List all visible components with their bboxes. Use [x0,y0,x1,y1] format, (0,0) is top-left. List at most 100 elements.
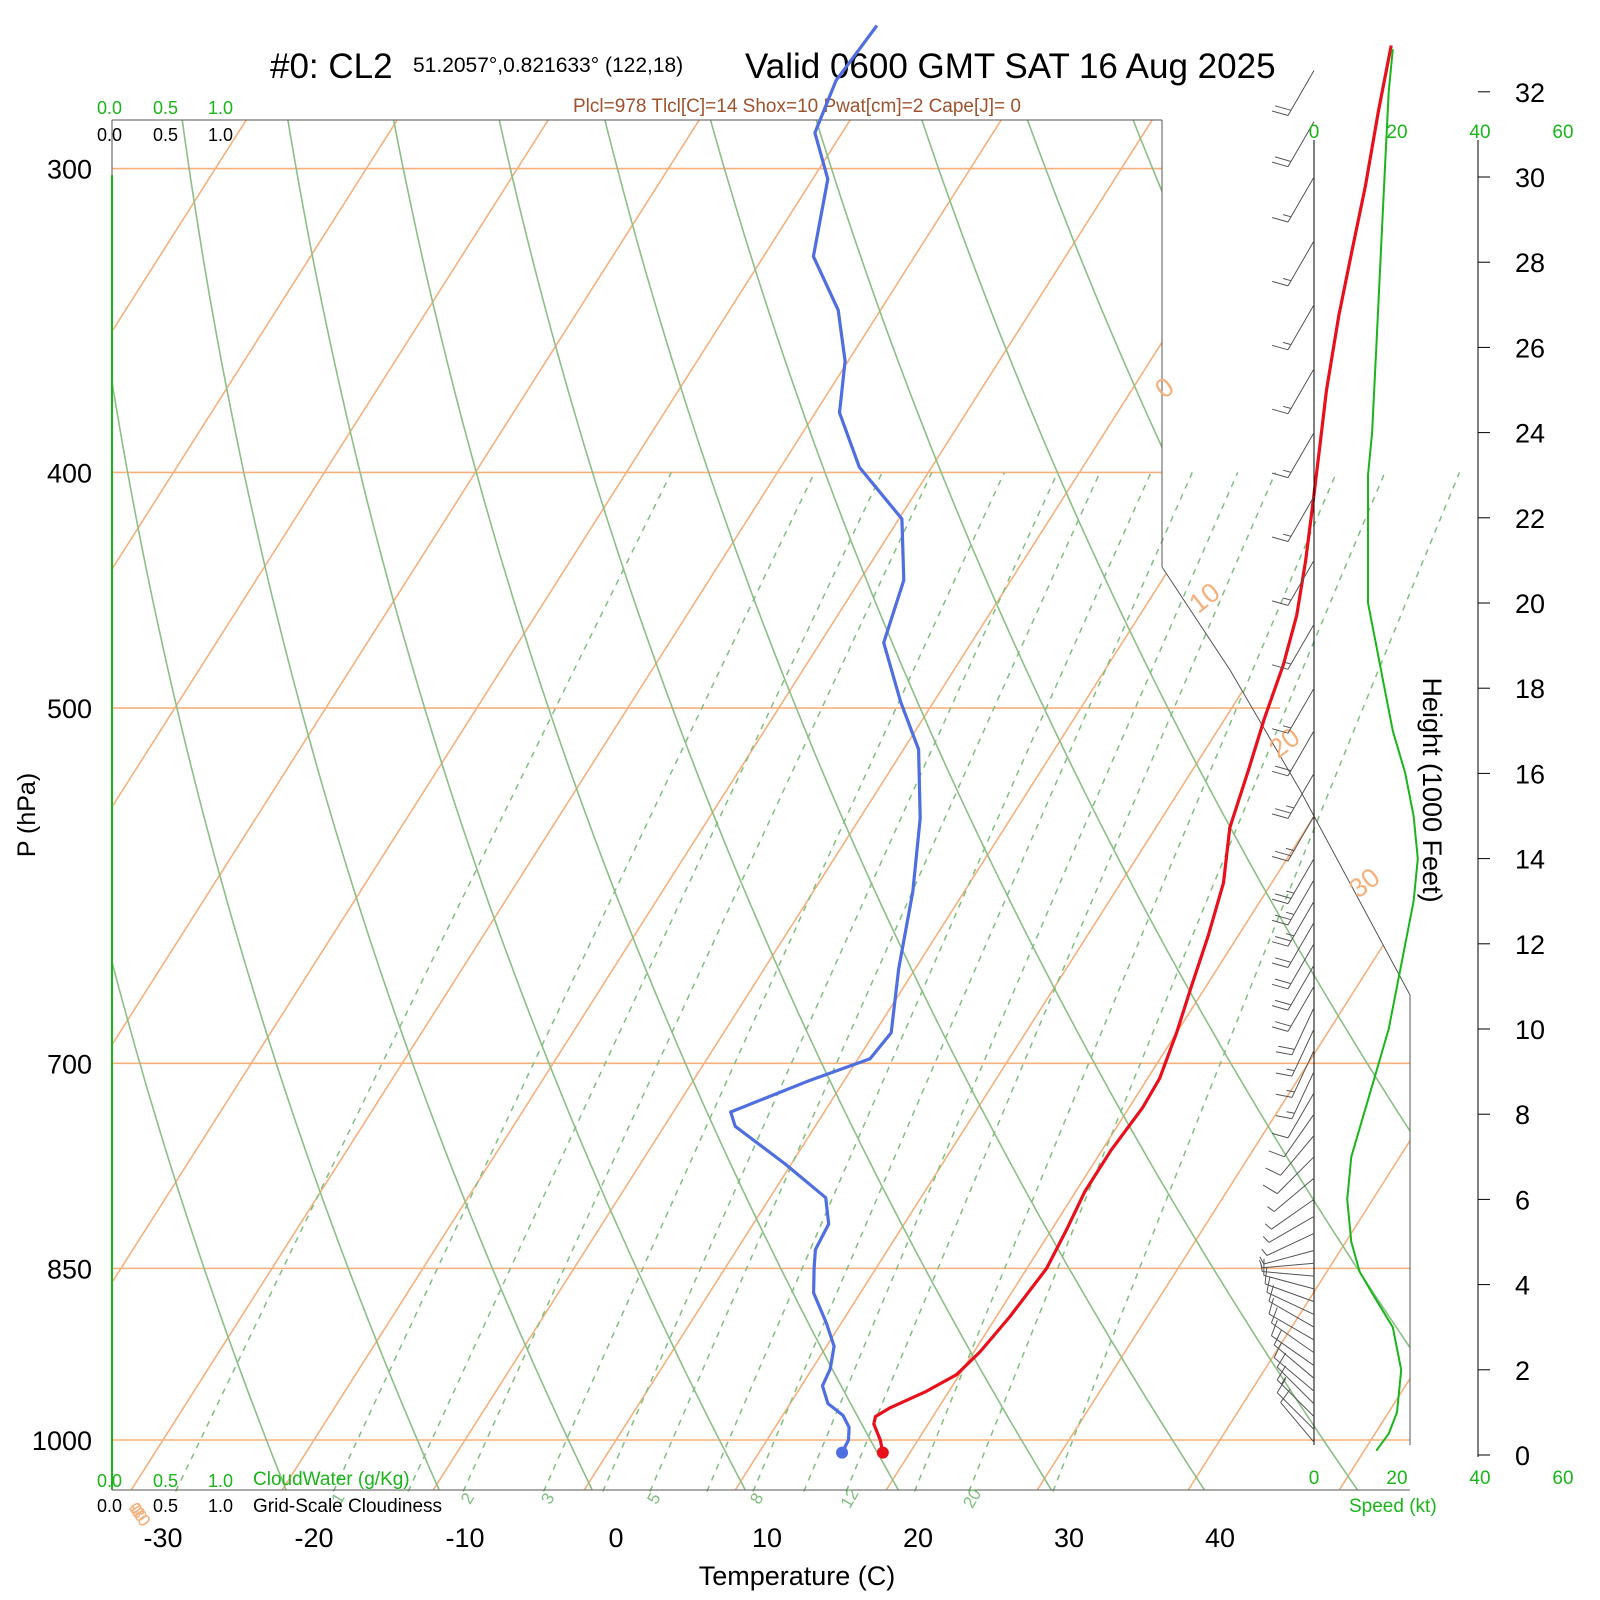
wind-barb [1273,1342,1315,1392]
wind-barb [1271,368,1315,415]
mixing-ratio-label: 5 [643,1490,664,1508]
temperature-tick-label: 20 [903,1523,933,1553]
wind-barb [1271,240,1315,287]
temperature-tick-label: 30 [1054,1523,1084,1553]
cloudiness-label: Grid-Scale Cloudiness [253,1496,442,1517]
pressure-tick-label: 1000 [32,1426,92,1456]
pressure-tick-label: 700 [47,1049,92,1079]
dry-adiabat-line [672,120,1360,1490]
temperature-axis: -30 -20 -10 0 10 20 30 40 [143,1523,1235,1553]
mixing-ratio-line [174,472,672,1492]
height-axis-title: Height (1000 Feet) [1417,677,1447,902]
temperature-tick-label: 10 [752,1523,782,1553]
height-tick-label: 20 [1515,589,1545,619]
isotherm-line [112,120,943,1490]
wind-barb [1276,1365,1315,1418]
y-axis-title: P (hPa) [13,773,41,857]
bottom-green-2: 1.0 [208,1471,233,1491]
sounding-profiles [729,24,1393,1459]
wind-barb [1268,1113,1315,1158]
top-black-2: 1.0 [208,125,233,145]
wind-barb [1275,1007,1315,1056]
wind-barb [1267,1177,1315,1212]
isotherm-line [112,120,339,1490]
dry-adiabat-line [265,120,747,1490]
pressure-tick-label: 400 [47,458,92,488]
wind-speed-profile [1346,49,1419,1452]
title-main: #0: CL2 [270,47,393,86]
speed-tick-label: 20 [1386,1468,1407,1489]
stability-indices: Plcl=978 Tlcl[C]=14 Shox=10 Pwat[cm]=2 C… [573,96,1021,117]
wind-barb [1265,1135,1315,1176]
bottom-green-1: 0.5 [153,1471,178,1491]
wind-barb [1268,1285,1315,1328]
wind-barb [1271,304,1315,351]
dry-adiabat-line [163,120,594,1490]
pressure-axis: 2503004005007008501000 [32,155,92,1456]
height-tick-label: 24 [1515,419,1545,449]
wind-barb [1270,1307,1315,1354]
height-tick-label: 2 [1515,1356,1530,1386]
dry-adiabat-line [1383,120,1410,1490]
mixing-ratio-line [602,472,1059,1492]
wind-barb [1271,773,1315,819]
top-green-0: 0.0 [97,98,122,118]
wind-barb [1275,1028,1315,1077]
isotherm-line [0,0,36,1492]
dry-adiabat-line [875,120,1410,1490]
wind-barb [1271,624,1315,670]
wind-barb [1275,1050,1315,1098]
height-tick-label: 18 [1515,674,1545,704]
speed-tick-label: 40 [1469,122,1490,143]
temperature-line [872,45,1393,1453]
dry-adiabat-line [976,120,1410,1490]
x-axis-title: Temperature (C) [699,1561,896,1591]
isotherm-line [280,120,1245,1490]
mixing-ratio-lines [174,472,1461,1492]
bottom-black-2: 1.0 [208,1496,233,1516]
top-black-1: 0.5 [153,125,178,145]
wind-barb [1273,1329,1315,1379]
isotherm-line [112,120,641,1490]
wind-barbs [1259,70,1315,1443]
isotherm-line [112,120,490,1490]
height-tick-label: 0 [1515,1441,1530,1471]
wind-barb [1262,1216,1315,1243]
height-tick-label: 26 [1515,333,1545,363]
wind-barb [1271,687,1315,734]
dry-adiabat-line [1587,0,1600,1492]
isotherm-line [1186,120,1410,1490]
wind-barb [1271,176,1315,223]
wind-barb [1271,730,1315,777]
isotherm-label: 20 [1263,722,1305,764]
title-coords: 51.2057°,0.821633° (122,18) [413,54,683,77]
bottom-scale: 0.0 0.5 1.0 CloudWater (g/Kg) 0.0 0.5 1.… [97,1469,442,1517]
wind-speed-line [1346,49,1419,1452]
bottom-black-0: 0.0 [97,1496,122,1516]
pressure-tick-label: 300 [47,155,92,185]
mixing-ratio-label: 3 [537,1490,558,1508]
wind-barb [1271,1092,1315,1139]
wind-barb [1271,858,1315,905]
pressure-tick-label: 850 [47,1254,92,1284]
wind-barb [1262,1156,1315,1195]
mixing-ratio-line [1052,472,1461,1492]
isotherm-line [1035,120,1410,1490]
wind-barb [1276,1378,1315,1430]
isobar-lines [112,167,1410,1441]
height-tick-label: 8 [1515,1100,1530,1130]
speed-tick-label: 0 [1309,122,1320,143]
temperature-tick-label: -30 [143,1523,182,1553]
temperature-surface-marker [876,1446,889,1459]
mixing-ratio-line [803,472,1239,1492]
isotherm-label: 0 [1149,371,1179,404]
wind-barb [1271,943,1315,990]
temperature-tick-label: 0 [608,1523,623,1553]
isotherm-line [112,120,792,1490]
wind-barb [1271,496,1315,542]
bottom-green-0: 0.0 [97,1471,122,1491]
